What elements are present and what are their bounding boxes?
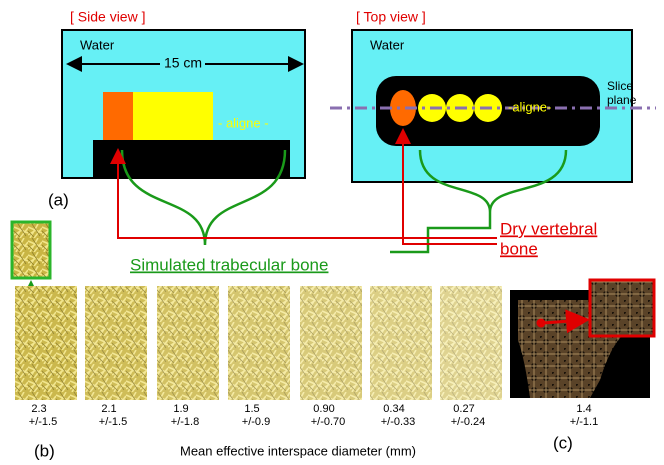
- top-view-title: [ Top view ]: [356, 9, 426, 25]
- slice-plane-label: Slice: [607, 79, 633, 93]
- sample-sd: +/-1.8: [171, 416, 199, 428]
- aligne-label: -aligne-: [508, 99, 551, 114]
- connector: [390, 212, 490, 252]
- panel-label: (b): [34, 441, 55, 460]
- sample-tube: [370, 286, 432, 400]
- vertebra: [103, 92, 133, 140]
- inset: [590, 280, 654, 336]
- sample-mean: 2.3: [31, 403, 46, 415]
- sample-tube: [157, 286, 219, 400]
- water-label: Water: [80, 37, 115, 52]
- sample-sd: +/-1.1: [570, 416, 598, 428]
- sample-mean: 1.4: [576, 403, 591, 415]
- figure: [ Side view ] Water 15 cm - aligne - [ T…: [0, 0, 664, 465]
- sample-mean: 0.90: [313, 403, 334, 415]
- panel-label: (a): [48, 190, 69, 209]
- sample-mean: 2.1: [101, 403, 116, 415]
- width-label: 15 cm: [164, 55, 202, 71]
- sample-mean: 0.27: [453, 403, 474, 415]
- side-view-title: [ Side view ]: [70, 9, 145, 25]
- sample-sd: +/-0.24: [451, 416, 486, 428]
- annotation: Dry vertebral: [500, 219, 597, 238]
- sample-mean: 1.5: [244, 403, 259, 415]
- sample-tube: [228, 286, 290, 400]
- phantom: [133, 92, 213, 140]
- sample-sd: +/-1.5: [29, 416, 57, 428]
- slice-plane-label: plane: [607, 93, 637, 107]
- sample-mean: 0.34: [383, 403, 404, 415]
- aligne-label: - aligne -: [218, 115, 269, 130]
- sample-sd: +/-0.70: [311, 416, 346, 428]
- sample-mean: 1.9: [173, 403, 188, 415]
- caption: Mean effective interspace diameter (mm): [180, 443, 416, 458]
- sample-tube: [300, 286, 362, 400]
- sample-tube: [85, 286, 147, 400]
- annotation: Simulated trabecular bone: [130, 255, 328, 274]
- water-label: Water: [370, 37, 405, 52]
- sample-tube: [15, 286, 77, 400]
- inset-dot: [537, 319, 546, 328]
- inset: [12, 222, 50, 278]
- sample-sd: +/-0.9: [242, 416, 270, 428]
- sample-sd: +/-1.5: [99, 416, 127, 428]
- sample-tube: [440, 286, 502, 400]
- panel-label: (c): [553, 433, 573, 452]
- sample-sd: +/-0.33: [381, 416, 416, 428]
- annotation: bone: [500, 239, 538, 258]
